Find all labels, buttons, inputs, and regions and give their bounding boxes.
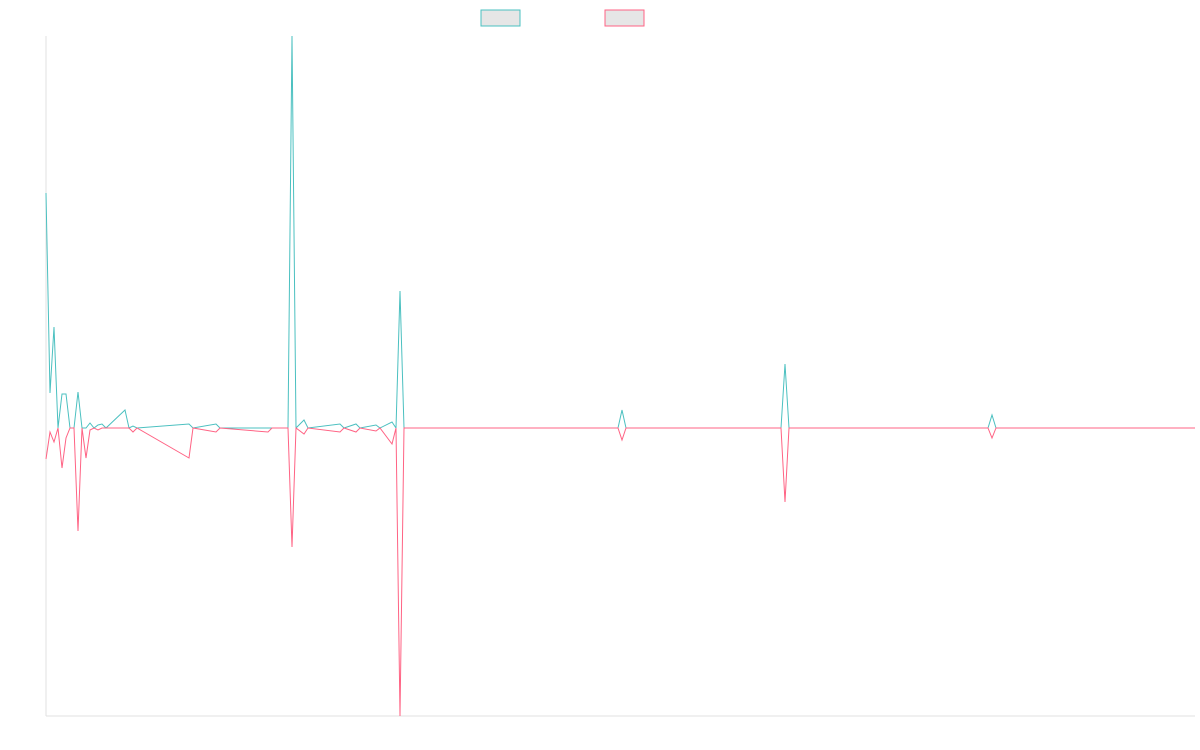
data-line [45,35,1195,430]
data-line [45,427,1195,717]
legend-marker [480,9,521,27]
legend-marker [604,9,645,27]
